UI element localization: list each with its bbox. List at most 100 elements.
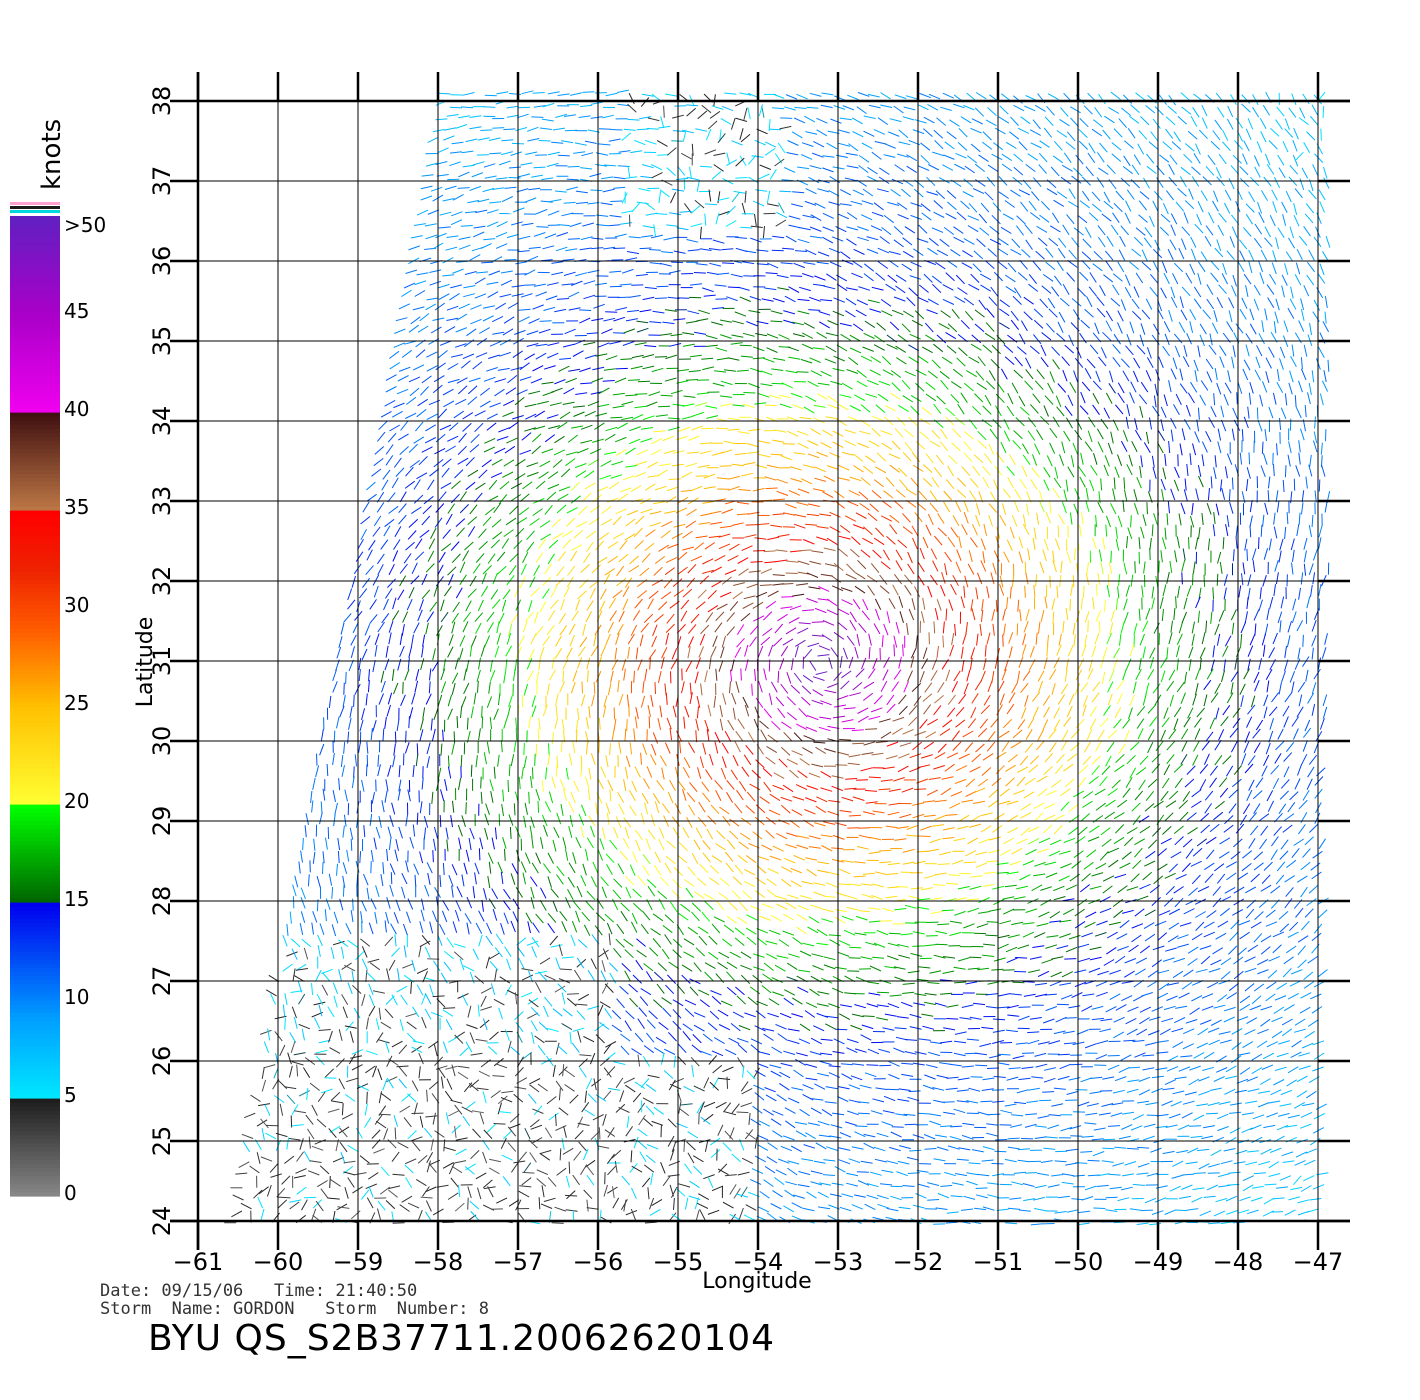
wind-vector [824,748,836,753]
wind-vector [430,326,442,334]
wind-vector [992,562,997,575]
wind-vector [693,272,706,274]
wind-vector [1013,153,1024,163]
wind-vector [1046,105,1055,116]
wind-vector [1247,574,1252,587]
wind-vector [870,707,883,713]
wind-vector [374,633,380,645]
wind-vector [1243,741,1250,753]
wind-vector [1060,739,1068,751]
wind-vector [1002,718,1012,729]
wind-vector [764,404,777,407]
wind-vector [875,740,888,744]
wind-vector [947,694,956,705]
wind-vector [762,628,773,636]
wind-vector [686,239,699,243]
wind-vector [1317,273,1326,284]
wind-vector [393,539,401,550]
wind-vector [1145,682,1150,695]
wind-vector [1107,693,1113,706]
wind-vector [628,790,636,801]
wind-vector [1272,632,1278,645]
wind-vector [1303,285,1310,297]
wind-vector [566,647,573,659]
wind-vector [814,202,826,209]
wind-vector [1039,298,1049,309]
wind-vector [967,215,980,221]
wind-vector [549,402,562,406]
wind-vector [1028,273,1037,285]
wind-vector [685,661,693,673]
wind-vector [573,411,585,417]
wind-vector [1012,440,1022,450]
wind-vector [880,430,893,436]
wind-vector [682,343,695,347]
wind-vector [1086,358,1096,369]
wind-vector [566,517,576,527]
wind-vector [654,356,668,358]
wind-vector [927,370,938,379]
wind-vector [956,489,967,499]
wind-vector [1013,500,1020,513]
wind-vector [899,611,904,623]
wind-vector [499,481,510,490]
wind-vector [425,424,436,432]
wind-vector [639,309,652,313]
wind-vector [1039,561,1045,574]
wind-vector [521,432,532,441]
wind-vector [440,668,446,681]
wind-vector [1231,428,1235,441]
wind-vector [1169,154,1178,165]
wind-vector [788,490,801,496]
wind-vector [729,601,739,611]
wind-vector [785,370,798,374]
wind-vector [818,311,831,316]
wind-vector [852,599,861,610]
wind-vector [1089,272,1097,283]
wind-vector [1294,151,1304,162]
wind-vector [1173,404,1180,416]
wind-vector [1291,681,1295,694]
wind-vector [1073,370,1079,383]
wind-vector [910,656,915,668]
wind-vector [1243,273,1252,285]
wind-vector [1051,683,1056,695]
wind-vector [454,343,467,348]
wind-vector [1287,802,1296,813]
wind-vector [1275,237,1279,250]
wind-vector [554,717,559,730]
wind-vector [1214,755,1223,766]
wind-vector [760,370,773,376]
wind-vector [586,657,591,670]
wind-vector [863,332,875,339]
wind-vector [935,454,944,465]
wind-vector [1320,128,1322,141]
wind-vector [687,249,700,252]
wind-vector [1273,826,1282,836]
wind-vector [423,495,434,505]
wind-vector [610,200,623,202]
wind-vector [560,740,563,753]
wind-vector [806,572,819,578]
wind-vector [731,320,744,325]
wind-vector [845,310,856,318]
wind-vector [764,147,776,156]
wind-vector [408,324,419,333]
wind-vector [686,451,700,454]
wind-vector [607,779,614,792]
wind-vector [463,293,476,298]
wind-vector [1189,515,1195,528]
wind-vector [457,457,469,465]
wind-vector [555,635,562,647]
wind-vector [1270,127,1280,137]
wind-vector [554,308,567,313]
wind-vector [598,128,612,130]
wind-vector [466,328,477,337]
wind-vector [807,440,819,446]
wind-vector [1070,106,1081,114]
wind-vector [1117,310,1124,322]
wind-vector [980,825,992,833]
wind-vector [591,318,604,322]
wind-vector [686,816,693,828]
wind-vector [1207,487,1210,501]
